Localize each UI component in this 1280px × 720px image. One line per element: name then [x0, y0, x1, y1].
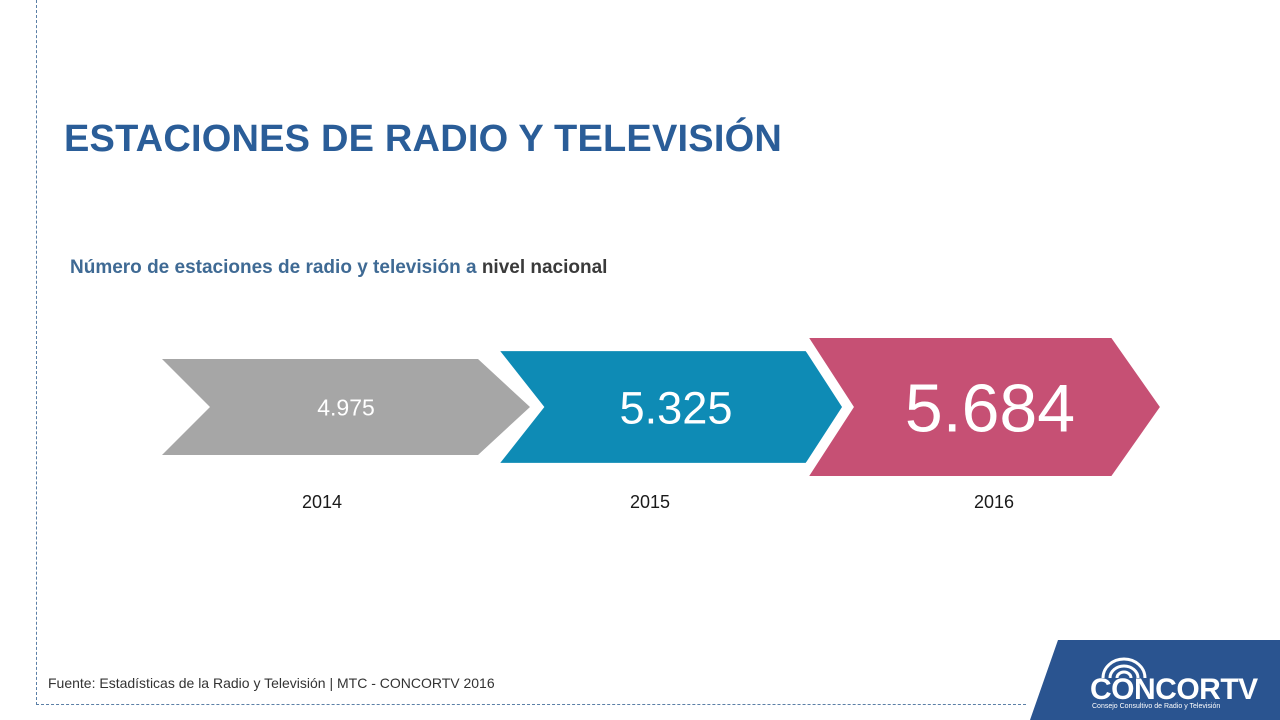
- subtitle-emphasis: nivel nacional: [481, 257, 608, 278]
- arrow-bar-2014: [162, 359, 530, 455]
- source-footer: Fuente: Estadísticas de la Radio y Telev…: [48, 675, 495, 691]
- arrow-bar-2016: [790, 328, 1173, 486]
- logo-wordmark: CONCORTV: [1090, 673, 1258, 706]
- year-label-2015: 2015: [630, 492, 670, 512]
- broadcast-waves-icon: [1101, 657, 1147, 679]
- year-label-2014: 2014: [302, 492, 342, 512]
- year-label-2016: 2016: [974, 492, 1014, 512]
- page-title: ESTACIONES DE RADIO Y TELEVISIÓN: [64, 118, 782, 160]
- bottom-guide-line: [36, 704, 1026, 705]
- value-label-2015: 5.325: [619, 382, 732, 433]
- arrow-chart: 4.975 2014 5.325 2015 5.684 2016: [162, 328, 1173, 512]
- logo-tagline: Consejo Consultivo de Radio y Televisión: [1092, 703, 1221, 710]
- logo-band: [1030, 640, 1280, 720]
- value-label-2016: 5.684: [905, 370, 1075, 446]
- value-label-2014: 4.975: [317, 394, 375, 420]
- left-guide-line: [36, 0, 37, 705]
- subtitle-text: Número de estaciones de radio y televisi…: [70, 257, 482, 278]
- chart-subtitle: Número de estaciones de radio y televisi…: [70, 257, 607, 279]
